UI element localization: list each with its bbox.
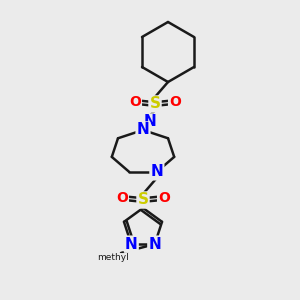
Text: N: N [148,237,161,252]
Text: O: O [158,191,170,205]
Text: O: O [129,95,141,109]
Text: methyl: methyl [97,254,129,262]
Text: N: N [144,115,156,130]
Text: O: O [169,95,181,109]
Text: N: N [125,237,138,252]
Text: S: S [149,97,161,112]
Text: N: N [151,164,163,179]
Text: N: N [136,122,149,137]
Text: S: S [137,193,148,208]
Text: O: O [116,191,128,205]
